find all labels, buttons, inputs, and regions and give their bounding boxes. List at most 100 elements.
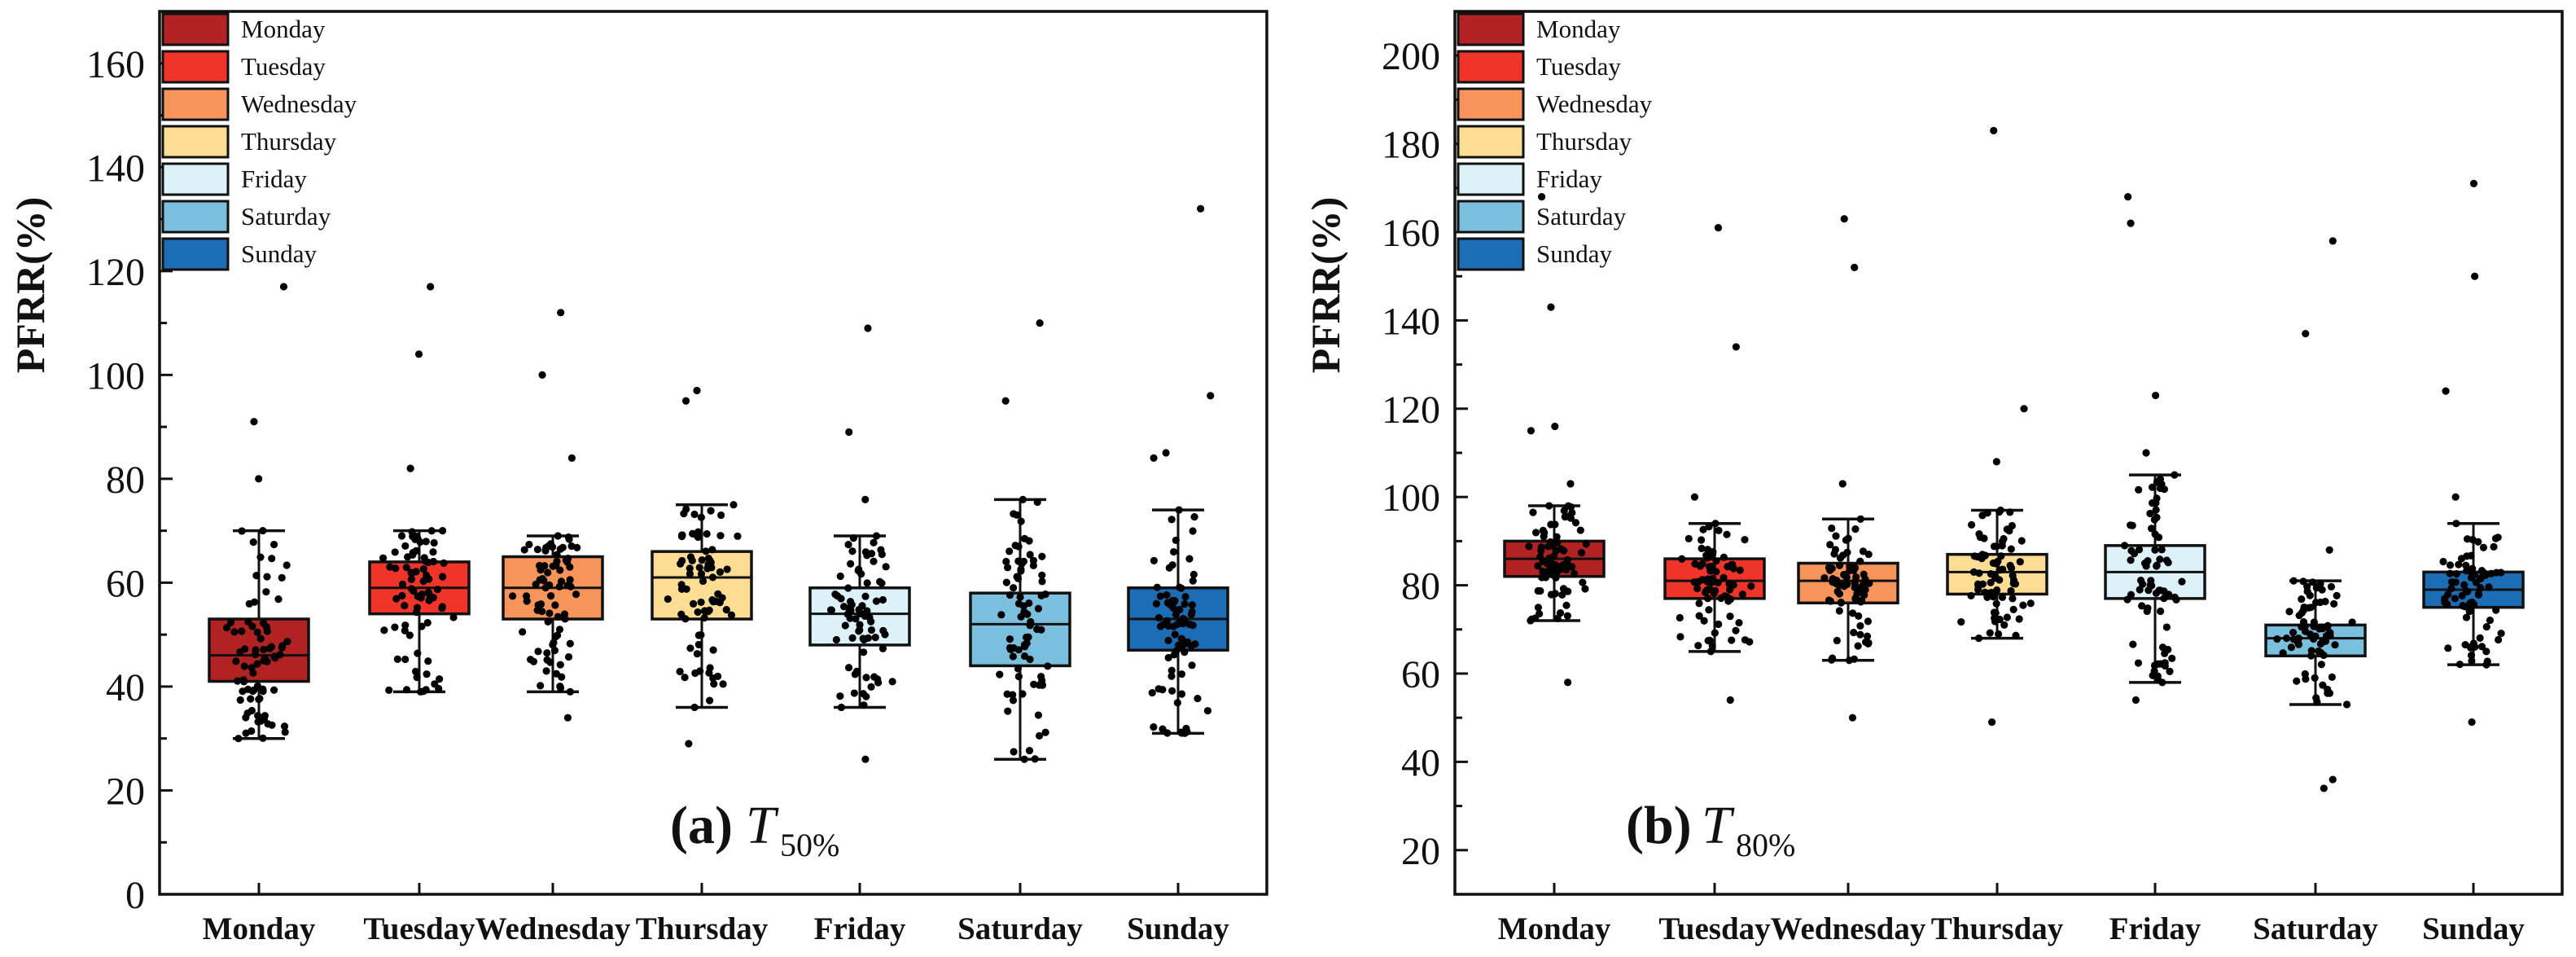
data-point [1003, 690, 1011, 698]
data-point [2461, 641, 2469, 649]
data-point [1174, 641, 1183, 650]
data-point [2148, 483, 2157, 491]
data-point [567, 454, 576, 462]
data-point [677, 532, 686, 541]
data-point [391, 548, 399, 556]
data-point [244, 617, 252, 626]
data-point [2003, 613, 2011, 621]
data-point [2012, 631, 2020, 639]
data-point [849, 534, 857, 542]
data-point [563, 713, 572, 722]
data-point [1991, 574, 2000, 582]
data-point [861, 495, 870, 503]
data-point [2301, 627, 2310, 635]
data-point [529, 657, 538, 665]
data-point [2147, 525, 2156, 533]
data-point [2289, 577, 2298, 585]
data-point [2316, 639, 2325, 648]
data-point [1173, 699, 1181, 707]
data-point [1153, 583, 1161, 591]
data-point [1715, 620, 1723, 629]
data-point [680, 510, 688, 518]
data-point [723, 565, 731, 573]
data-point [700, 607, 709, 615]
data-point [1154, 613, 1163, 622]
box-friday [2104, 193, 2206, 705]
legend-swatch-sunday [161, 237, 230, 271]
data-point [714, 590, 722, 598]
data-point [2323, 623, 2332, 631]
data-point [261, 712, 269, 720]
y-tick-label: 20 [106, 770, 145, 813]
data-point [430, 538, 438, 547]
data-point [2492, 606, 2500, 614]
data-point [1550, 552, 1558, 560]
data-point [1029, 561, 1037, 569]
data-point [438, 527, 447, 535]
data-point [1703, 595, 1712, 603]
data-point [2447, 584, 2456, 593]
data-point [1547, 303, 1555, 311]
data-point [2467, 573, 2476, 582]
data-point [1539, 557, 1547, 565]
data-point [1168, 666, 1176, 674]
chart-panel-a: 0 20 40 60 80 100 120 140 160 PFRR(%) Monday Tuesda… [7, 10, 1268, 946]
data-point [2134, 659, 2143, 667]
data-point [1996, 506, 2004, 515]
data-point [2325, 546, 2333, 554]
data-point [1992, 599, 2000, 608]
data-point [2157, 607, 2165, 616]
data-point [1562, 601, 1571, 609]
data-point [2007, 545, 2015, 553]
data-point [2467, 651, 2476, 660]
data-point [997, 611, 1005, 619]
y-tick-label: 20 [1401, 830, 1440, 873]
data-point [837, 703, 846, 712]
data-point [1563, 612, 1571, 620]
y-tick-label: 160 [86, 43, 145, 86]
data-point [2009, 579, 2017, 588]
data-point [1694, 642, 1702, 650]
data-point [1034, 604, 1043, 612]
data-point [1747, 582, 1755, 590]
data-point [1698, 560, 1706, 568]
legend-swatch-friday [161, 162, 230, 196]
data-point [1150, 556, 1158, 564]
data-point [1706, 636, 1714, 644]
data-point [1019, 690, 1027, 698]
data-point [1544, 542, 1553, 551]
data-point [440, 559, 448, 567]
data-point [690, 510, 699, 519]
data-point [264, 720, 272, 728]
data-point [525, 540, 533, 549]
data-point [722, 606, 730, 614]
data-point [519, 628, 527, 636]
data-point [850, 689, 858, 697]
box-tuesday [368, 283, 471, 696]
data-point [436, 675, 444, 683]
data-point [1723, 530, 1731, 538]
data-point [1714, 223, 1723, 232]
data-point [1038, 552, 1046, 560]
data-point [2273, 634, 2281, 643]
data-point [870, 557, 878, 565]
data-point [705, 669, 713, 677]
data-point [867, 626, 876, 634]
data-point [2016, 558, 2024, 566]
data-point [1150, 722, 1158, 731]
data-point [2490, 542, 2498, 551]
data-point [1176, 617, 1185, 625]
data-point [380, 626, 388, 634]
data-point [703, 564, 712, 573]
data-point [546, 658, 554, 666]
data-point [699, 577, 708, 586]
data-point [2285, 608, 2293, 616]
data-point [509, 592, 517, 600]
data-point [2469, 179, 2478, 187]
y-tick-label: 180 [1382, 124, 1440, 167]
data-point [839, 603, 848, 611]
data-point [245, 599, 253, 608]
data-point [2322, 632, 2330, 640]
data-point [564, 533, 572, 542]
box-friday [808, 324, 911, 763]
